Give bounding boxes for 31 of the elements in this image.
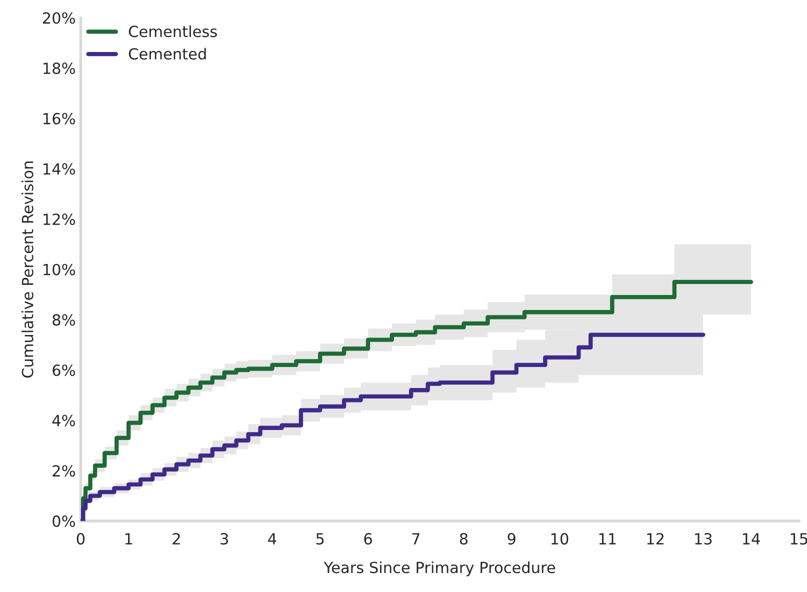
x-tick-label: 0 xyxy=(76,533,85,545)
y-tick-label: 16% xyxy=(44,112,75,124)
x-tick-label: 15 xyxy=(790,533,807,545)
y-tick-label: 20% xyxy=(43,12,75,24)
x-tick-label: 9 xyxy=(508,533,516,545)
y-tick-label: 8% xyxy=(52,314,75,326)
x-tick-label: 5 xyxy=(316,533,324,545)
x-tick-label: 8 xyxy=(460,533,468,545)
legend-label: Cementless xyxy=(128,25,217,38)
y-tick-label: 2% xyxy=(52,465,75,477)
x-tick-label: 13 xyxy=(695,533,712,545)
x-tick-label: 6 xyxy=(364,533,372,545)
y-tick-label: 0% xyxy=(52,515,75,527)
x-tick-label: 10 xyxy=(551,533,568,545)
y-tick-label: 12% xyxy=(44,214,75,226)
x-axis-title: Years Since Primary Procedure xyxy=(324,561,556,576)
x-tick-label: 14 xyxy=(743,533,760,544)
y-axis-title: Cumulative Percent Revision xyxy=(22,162,34,378)
x-tick-label: 3 xyxy=(220,533,228,545)
y-tick-label: 18% xyxy=(44,62,75,74)
x-tick-label: 11 xyxy=(599,533,616,544)
x-tick-label: 12 xyxy=(647,533,664,544)
x-tick-label: 4 xyxy=(268,533,276,544)
x-tick-label: 1 xyxy=(125,533,132,544)
x-tick-label: 7 xyxy=(412,533,420,544)
y-tick-label: 4% xyxy=(52,414,75,426)
y-tick-label: 6% xyxy=(52,364,75,376)
y-tick-label: 10% xyxy=(44,264,75,276)
y-tick-label: 14% xyxy=(44,163,75,175)
legend-label: Cemented xyxy=(128,48,206,60)
x-tick-label: 2 xyxy=(172,533,180,544)
